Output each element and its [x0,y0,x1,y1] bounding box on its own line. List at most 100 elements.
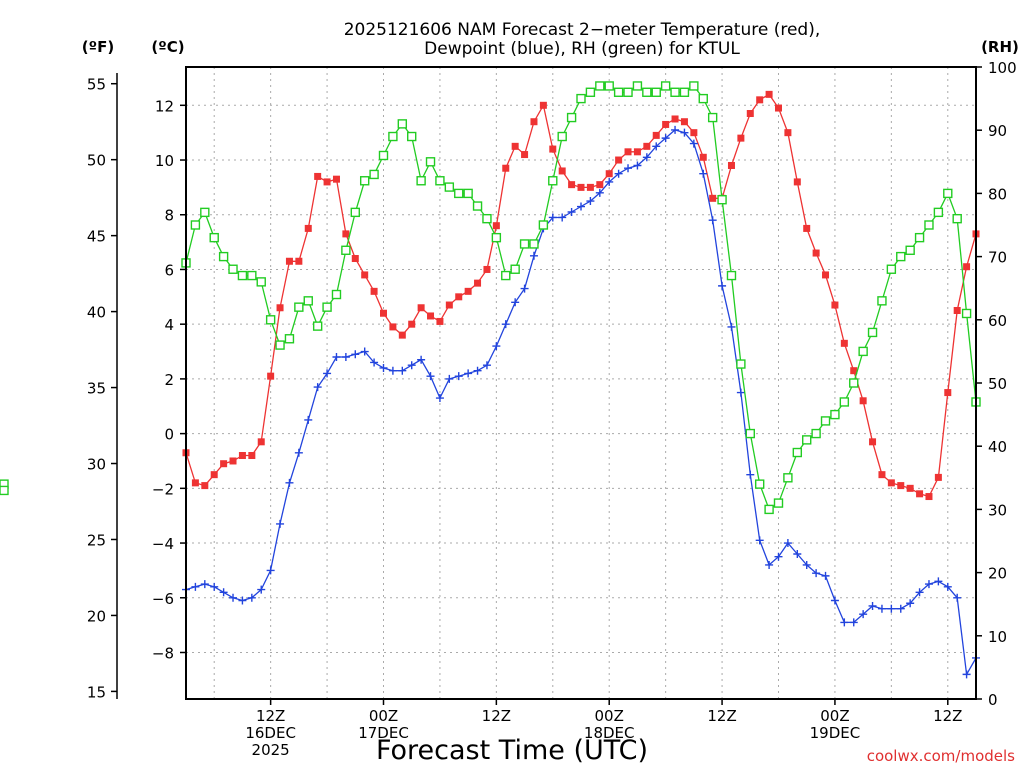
dewpoint-point [765,560,774,569]
dewpoint-point [257,585,266,594]
dewpoint-point [680,128,689,137]
celsius-tick-label: 0 [164,426,174,444]
temperature-point [511,142,519,150]
fahrenheit-tick-label: 20 [87,607,106,625]
rh-point [914,232,925,243]
rh-point [896,251,906,262]
dewpoint-point [906,599,915,608]
temperature-point [332,175,340,183]
rh-point [867,327,878,338]
x-tick-label: 16DEC [245,724,296,742]
rh-tick-label: 90 [988,122,1007,140]
dewpoint-point [755,536,764,545]
dewpoint-point [652,142,661,151]
temperature-point [201,482,209,490]
rh-point [726,270,737,281]
dewpoint-point [736,388,745,397]
dewpoint-point [511,298,520,307]
dewpoint-point [915,588,924,597]
rh-point [284,334,295,344]
rh-point [425,157,436,167]
temperature-point [746,110,754,118]
temperature-point [699,153,707,161]
dewpoint-point [699,169,708,178]
temperature-point [351,255,359,263]
dewpoint-point [661,134,670,143]
rh-point [359,176,370,186]
temperature-point [342,230,350,238]
temperature-point [869,438,877,446]
rh-point [265,315,276,325]
dewpoint-point [605,177,614,186]
temperature-point [624,148,632,156]
temperature-point [267,372,275,380]
dewpoint-point [671,125,680,134]
temperature-point [398,331,406,339]
rh-point [717,195,727,205]
rh-point [548,176,558,186]
dewpoint-point [219,588,228,597]
rh-point [510,264,520,274]
title-line-1: 2025121606 NAM Forecast 2−meter Temperat… [344,20,821,40]
temperature-point [248,452,256,460]
rh-point [773,498,784,508]
rh-point [820,416,831,426]
rh-point [905,245,915,255]
temperature-point [803,224,811,232]
rh-point [416,176,426,186]
rh-point [294,302,304,312]
temperature-point [445,301,453,309]
rh-point [613,87,624,97]
temperature-point [427,312,435,320]
rh-point [924,220,934,230]
dewpoint-point [614,169,623,178]
temperature-line [185,93,977,498]
temperature-point [295,257,303,265]
dewpoint-point [586,197,595,206]
temperature-point [304,224,312,232]
temperature-point [709,194,717,202]
x-tick-label: 00Z [820,707,849,725]
rh-tick-label: 50 [988,375,1007,393]
temperature-point [276,304,284,312]
x-tick-label: 2025 [252,741,290,759]
rh-point [651,87,661,97]
temperature-point [521,151,529,159]
dewpoint-point [783,539,792,548]
fahrenheit-tick-label: 55 [87,76,106,94]
rh-point [961,308,972,319]
rh-point [660,81,671,91]
dewpoint-point [746,470,755,479]
celsius-tick-label: 6 [164,261,174,279]
celsius-tick-label: 2 [164,371,174,389]
temperature-point [229,457,237,465]
rh-point [595,81,605,91]
temperature-point [963,263,971,271]
temperature-point [436,317,444,325]
temperature-point [831,301,839,309]
dewpoint-point [492,342,501,351]
x-tick-label: 00Z [369,707,398,725]
rh-point [858,346,868,357]
temperature-point [220,460,228,468]
dewpoint-point [558,213,567,222]
rh-point [679,87,690,97]
temperature-point [389,323,397,331]
temperature-point [549,145,557,153]
rh-point [698,93,708,104]
dewpoint-point [633,161,642,170]
rh-point [783,473,793,483]
rh-point [886,264,897,274]
dewpoint-point [774,552,783,561]
x-tick-label: 17DEC [358,724,409,742]
temperature-point [210,471,218,479]
credit-text: coolwx.com/models [867,747,1015,765]
temperature-point [596,181,604,189]
rh-point [454,188,464,199]
temperature-point [944,389,952,397]
rh-tick-label: 20 [988,565,1007,583]
dewpoint-point [247,593,256,602]
dewpoint-point [529,251,538,260]
rh-tick-label: 60 [988,312,1007,330]
